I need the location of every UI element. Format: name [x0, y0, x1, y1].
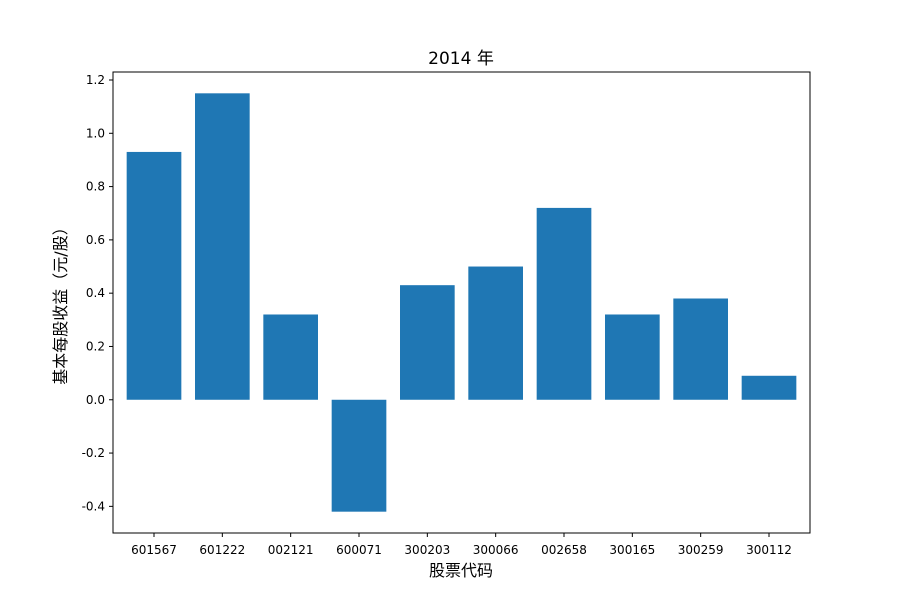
x-tick-label: 300259	[678, 543, 724, 557]
plot-frame	[112, 71, 811, 534]
y-tick-label: 0.8	[86, 180, 105, 194]
x-tick-label: 300203	[404, 543, 450, 557]
x-tick-label: 300112	[746, 543, 792, 557]
bar-300112	[741, 375, 797, 400]
x-tick-label: 002658	[541, 543, 587, 557]
bar-300165	[605, 314, 660, 400]
y-tick-label: 0.2	[86, 339, 105, 353]
bar-002121	[263, 314, 318, 400]
bar-601222	[195, 93, 250, 400]
y-tick-label: 1.0	[86, 126, 105, 140]
y-tick-label: 0.6	[86, 233, 105, 247]
bar-600071	[331, 399, 387, 512]
y-tick-label: 0.4	[86, 286, 105, 300]
y-tick-label: 1.2	[86, 73, 105, 87]
x-tick-label: 300165	[609, 543, 655, 557]
y-tick-label: -0.2	[82, 446, 105, 460]
bar-300203	[400, 285, 455, 400]
bar-300066	[468, 266, 523, 400]
bar-601567	[126, 151, 182, 400]
bar-300259	[673, 298, 728, 400]
y-tick-label: -0.4	[82, 499, 105, 513]
bars-group	[126, 93, 797, 512]
y-axis-ticks: -0.4 -0.2 0.0 0.2 0.4 0.6 0.8 1.0 1.2	[82, 73, 113, 513]
x-tick-label: 601222	[199, 543, 245, 557]
x-axis-ticks: 601567 601222 002121 600071 300203 300066 0026…	[131, 533, 792, 557]
x-tick-label: 002121	[268, 543, 314, 557]
y-tick-label: 0.0	[86, 393, 105, 407]
x-axis-label: 股票代码	[429, 561, 493, 580]
x-tick-label: 600071	[336, 543, 382, 557]
x-tick-label: 300066	[473, 543, 519, 557]
y-axis-label: 基本每股收益（元/股）	[51, 219, 70, 384]
chart-title: 2014 年	[428, 49, 494, 69]
x-tick-label: 601567	[131, 543, 177, 557]
bar-002658	[536, 207, 592, 400]
